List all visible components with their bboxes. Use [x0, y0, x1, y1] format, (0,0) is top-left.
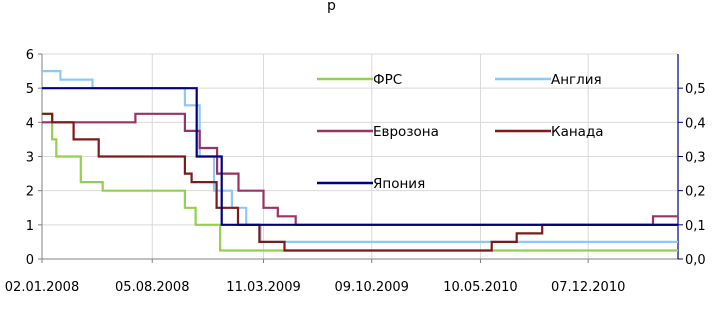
- y-left-tick-labels: 0 1 2 3 4 5 6: [26, 48, 34, 268]
- x-tick-label: 09.10.2009: [335, 280, 409, 295]
- series-line-4: [42, 87, 678, 226]
- y-left-tick-label: 6: [26, 48, 34, 63]
- series-lines: [42, 70, 678, 252]
- legend-label: Англия: [551, 72, 602, 88]
- y-right-tick-label: 0,3: [685, 151, 706, 166]
- y-right-tick-label: 0,2: [685, 185, 706, 200]
- y-left-tick-label: 5: [26, 82, 34, 97]
- chart-title: р: [327, 0, 336, 14]
- x-tick-label: 05.08.2008: [115, 280, 189, 295]
- y-left-tick-label: 4: [26, 116, 34, 131]
- y-left-tick-label: 2: [26, 185, 34, 200]
- x-tick-label: 10.05.2010: [443, 280, 517, 295]
- y-left-tick-label: 3: [26, 151, 34, 166]
- x-tick-label: 11.03.2009: [226, 280, 300, 295]
- y-right-tick-label: 0,0: [685, 253, 706, 268]
- legend-label: Канада: [551, 124, 604, 140]
- series-line-2: [42, 112, 678, 226]
- y-right-tick-label: 0,4: [685, 116, 706, 131]
- legend-label: Еврозона: [373, 124, 439, 140]
- series-line-3: [42, 112, 678, 252]
- y-right-tick-label: 0,5: [685, 82, 706, 97]
- legend: ФРС Англия Еврозона Канада Япония: [317, 72, 604, 192]
- x-tick-label: 07.12.2010: [551, 280, 625, 295]
- x-tick-labels: 02.01.2008 05.08.2008 11.03.2009 09.10.2009…: [5, 280, 626, 295]
- x-tick-label: 02.01.2008: [5, 280, 79, 295]
- y-left-tick-label: 1: [26, 219, 34, 234]
- y-right-tick-labels: 0,0 0,1 0,2 0,3 0,4 0,5: [685, 82, 706, 268]
- y-right-tick-label: 0,1: [685, 219, 706, 234]
- series-line-0: [42, 112, 678, 252]
- legend-label: Япония: [373, 176, 425, 192]
- y-left-tick-label: 0: [26, 253, 34, 268]
- legend-label: ФРС: [373, 72, 402, 88]
